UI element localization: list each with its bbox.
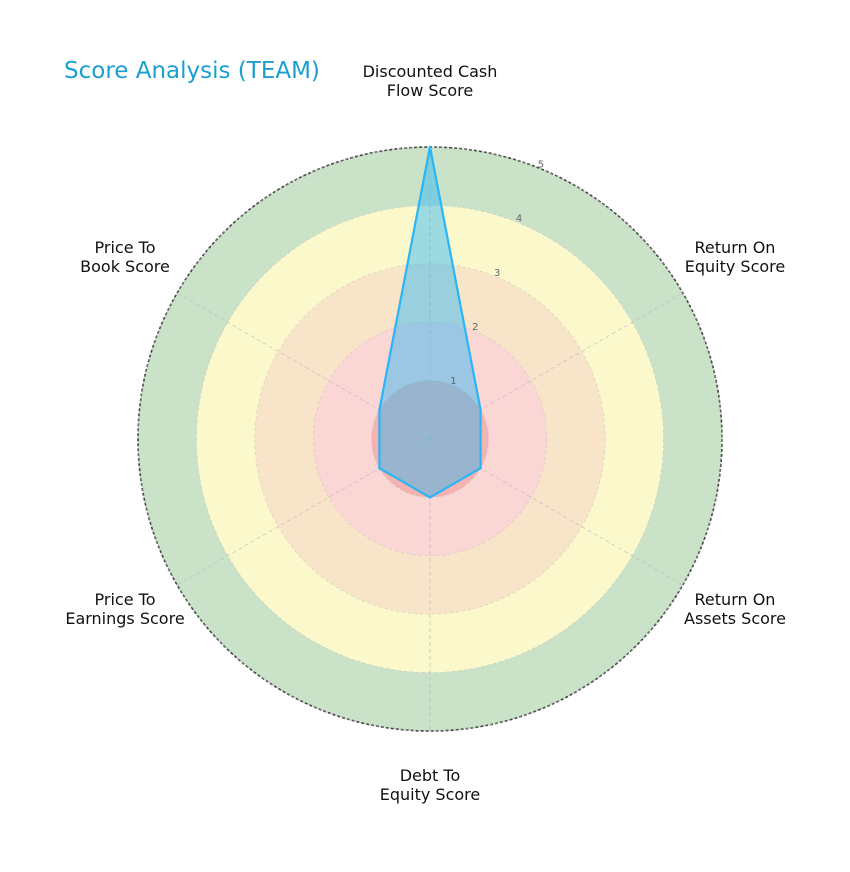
category-label-line: Flow Score [387,81,473,100]
category-label-line: Book Score [80,257,170,276]
data-point-3 [428,496,432,499]
series-layer [378,145,482,499]
data-point-5 [378,408,381,411]
category-label-line: Return On [695,590,776,609]
category-label: Price To Earnings Score [65,590,184,628]
category-label-line: Price To [95,238,156,257]
category-label: Discounted Cash Flow Score [363,62,498,100]
tick-label: 1 [450,376,456,387]
category-label-line: Assets Score [684,609,786,628]
tick-label: 5 [538,160,544,171]
category-label-line: Equity Score [380,785,481,804]
data-point-1 [479,408,482,411]
chart-title: Score Analysis (TEAM) [64,58,320,84]
grid-ring-2 [312,321,548,557]
category-label-line: Debt To [400,766,461,785]
category-label: Price To Book Score [80,238,170,276]
data-point-4 [378,467,381,470]
category-label: Return On Equity Score [685,238,786,276]
category-label-line: Earnings Score [65,609,184,628]
grid-ring-3 [254,263,606,615]
data-point-0 [428,145,432,149]
category-label-line: Price To [95,590,156,609]
category-label-line: Return On [695,238,776,257]
data-point-2 [479,467,482,470]
tick-label: 2 [472,322,478,333]
tick-label: 3 [494,268,500,279]
radial-tick-labels: 1 2 3 4 5 [450,160,544,388]
category-label-line: Discounted Cash [363,62,498,81]
category-label: Debt To Equity Score [380,766,481,804]
category-label-line: Equity Score [685,257,786,276]
category-label: Return On Assets Score [684,590,786,628]
tick-label: 4 [516,214,522,225]
